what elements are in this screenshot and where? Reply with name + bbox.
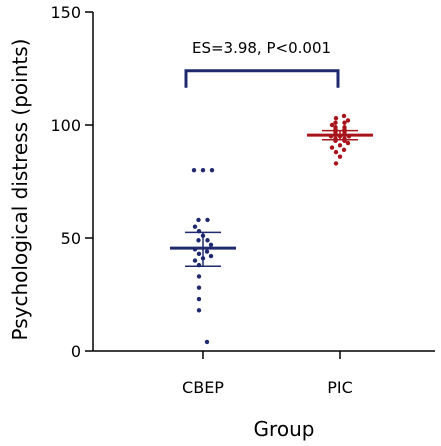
y-ticks: 0 50 100 150: [50, 3, 93, 361]
data-point: [200, 168, 206, 173]
data-point: [196, 238, 201, 243]
data-point: [341, 113, 347, 119]
data-point: [204, 339, 210, 345]
significance-label: ES=3.98, P<0.001: [192, 39, 331, 57]
significance-bracket: [184, 69, 340, 88]
y-tick-label: 100: [50, 116, 81, 135]
data-point: [196, 217, 201, 223]
data-point: [196, 285, 202, 290]
y-axis-title: Psychological distress (points): [8, 39, 32, 341]
data-point: [191, 168, 197, 173]
series-pic: [307, 113, 373, 166]
data-point: [204, 249, 210, 254]
significance-annotation: ES=3.98, P<0.001: [184, 39, 340, 88]
data-point: [209, 168, 215, 173]
y-tick-label: 0: [71, 342, 81, 361]
x-tick-label: CBEP: [182, 378, 224, 397]
data-point: [329, 145, 335, 150]
data-point: [329, 122, 335, 128]
data-point: [205, 217, 210, 223]
series-cbep: [170, 168, 236, 345]
x-ticks: CBEP PIC: [182, 351, 353, 397]
x-axis: CBEP PIC: [93, 350, 435, 397]
data-point: [192, 258, 198, 263]
data-point: [208, 253, 214, 259]
y-tick-label: 50: [61, 229, 81, 248]
data-point: [333, 116, 339, 121]
x-axis-title: Group: [254, 417, 315, 441]
data-point: [345, 118, 351, 123]
plot-marks: [170, 113, 373, 345]
data-point: [337, 154, 343, 159]
data-point: [333, 161, 339, 166]
data-point: [196, 251, 202, 257]
data-point: [333, 149, 339, 155]
x-tick-label: PIC: [327, 378, 353, 397]
data-point: [333, 120, 338, 125]
data-point: [196, 274, 202, 279]
data-point: [337, 143, 343, 148]
data-point: [196, 296, 202, 302]
data-point: [196, 308, 202, 313]
y-tick-label: 150: [50, 3, 81, 22]
data-point: [345, 140, 351, 146]
data-point: [205, 238, 210, 243]
data-point: [341, 147, 347, 153]
data-point: [208, 242, 214, 247]
data-point: [342, 120, 347, 125]
data-point: [192, 224, 198, 229]
y-axis: 0 50 100 150: [50, 3, 94, 361]
